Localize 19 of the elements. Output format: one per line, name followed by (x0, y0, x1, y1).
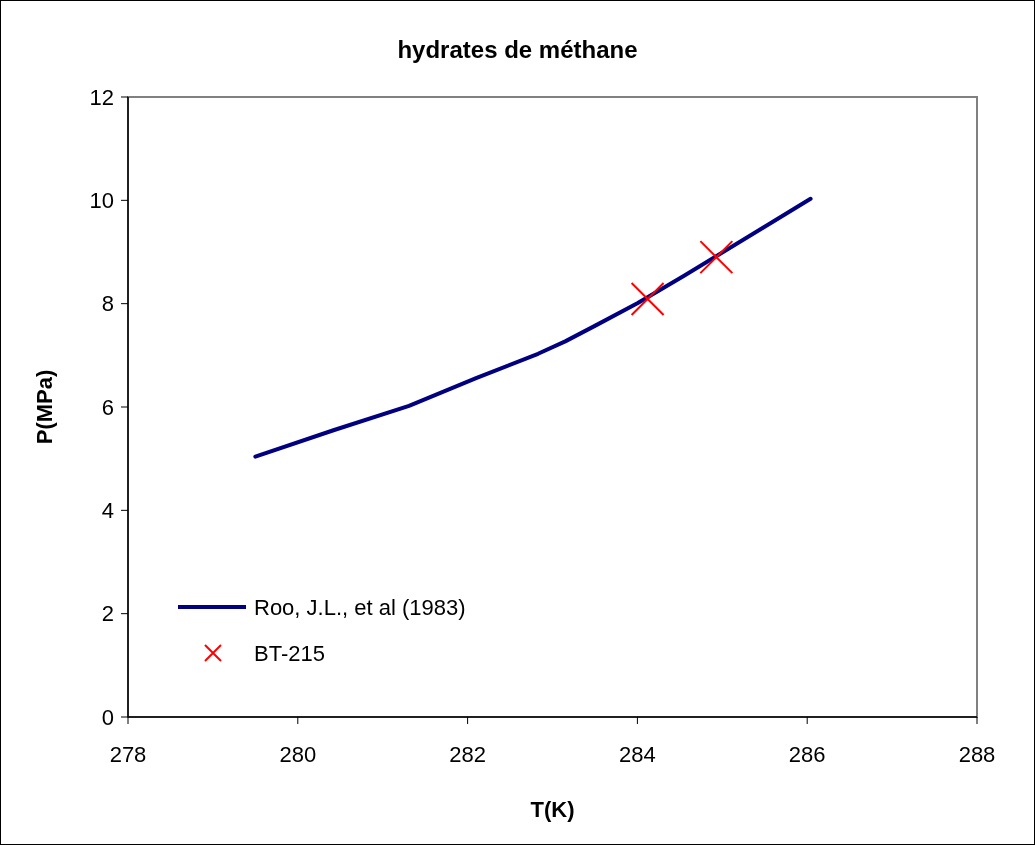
x-axis-title: T(K) (530, 797, 575, 822)
y-axis-title: P(MPa) (32, 369, 57, 445)
x-tick-label: 282 (449, 742, 486, 767)
chart-title: hydrates de méthane (397, 36, 638, 63)
y-tick-label: 8 (101, 291, 114, 317)
line-series (253, 196, 813, 459)
y-tick-label: 6 (101, 394, 114, 420)
legend-label: Roo, J.L., et al (1983) (254, 594, 466, 620)
x-tick-label: 278 (109, 742, 147, 767)
y-tick-label: 10 (89, 188, 114, 214)
x-tick-label: 284 (619, 742, 656, 767)
x-tick-label: 288 (958, 742, 996, 767)
y-tick-label: 12 (89, 84, 114, 110)
x-tick-label: 286 (788, 742, 826, 767)
y-tick-label: 0 (101, 704, 114, 730)
x-tick-label: 280 (279, 742, 317, 767)
legend-label: BT-215 (254, 640, 325, 666)
y-tick-label: 2 (101, 601, 114, 627)
y-tick-label: 4 (101, 498, 114, 524)
